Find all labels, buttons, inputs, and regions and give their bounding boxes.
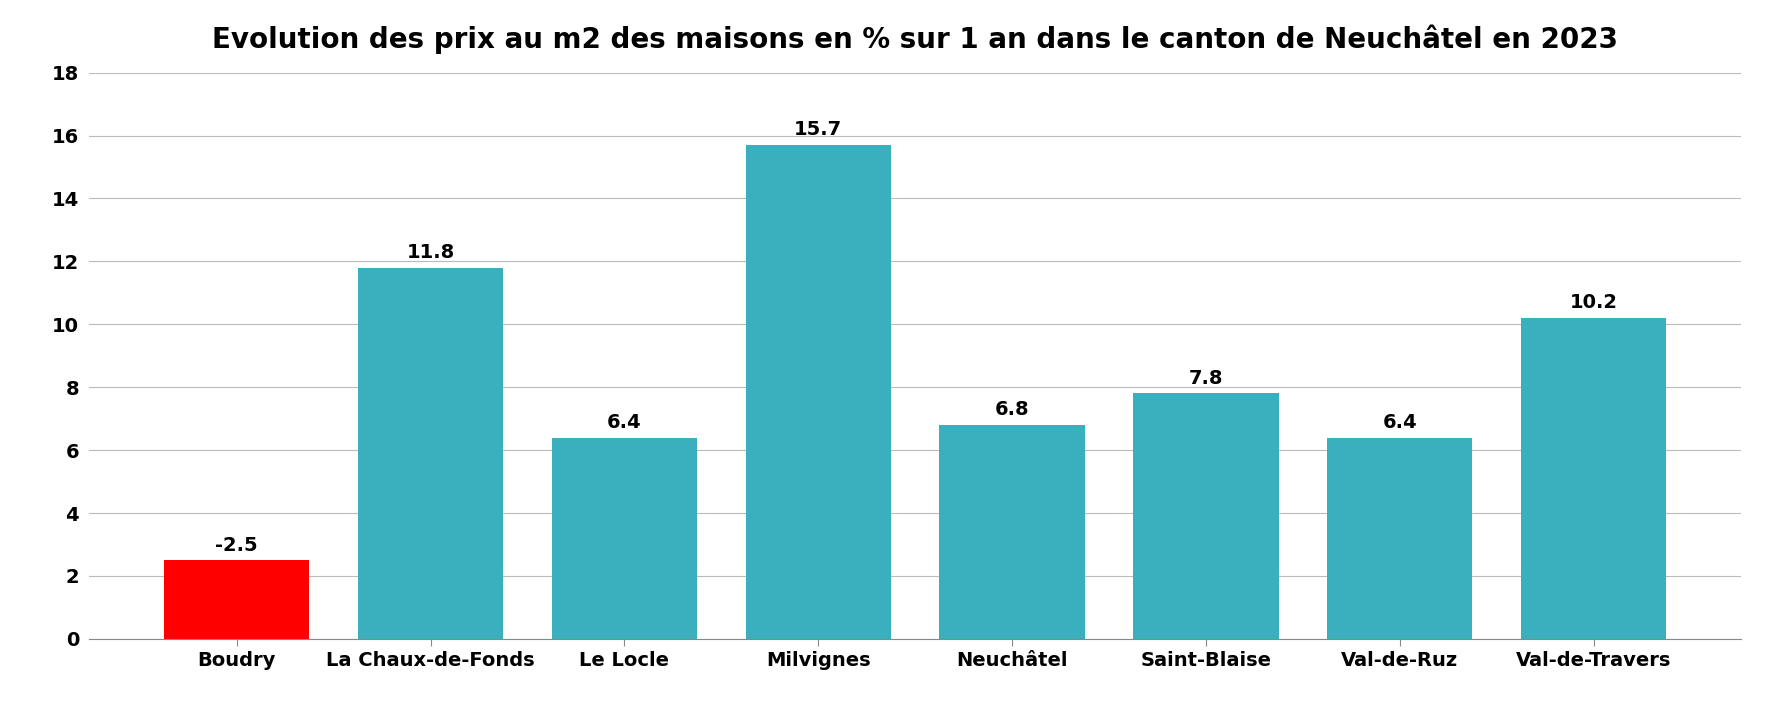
Title: Evolution des prix au m2 des maisons en % sur 1 an dans le canton de Neuchâtel e: Evolution des prix au m2 des maisons en …: [211, 24, 1619, 54]
Text: 6.4: 6.4: [1383, 413, 1416, 432]
Bar: [940, 425, 1084, 639]
Text: 6.4: 6.4: [608, 413, 641, 432]
Bar: [163, 560, 309, 639]
Text: 11.8: 11.8: [407, 243, 455, 262]
Bar: [551, 438, 697, 639]
Bar: [746, 145, 890, 639]
Text: -2.5: -2.5: [215, 536, 258, 555]
Text: 6.8: 6.8: [995, 400, 1029, 420]
Text: 10.2: 10.2: [1569, 293, 1617, 312]
Bar: [1327, 438, 1473, 639]
Bar: [1134, 393, 1279, 639]
Text: 15.7: 15.7: [794, 121, 842, 139]
Bar: [1521, 318, 1667, 639]
Text: 7.8: 7.8: [1189, 369, 1223, 388]
Bar: [357, 268, 503, 639]
